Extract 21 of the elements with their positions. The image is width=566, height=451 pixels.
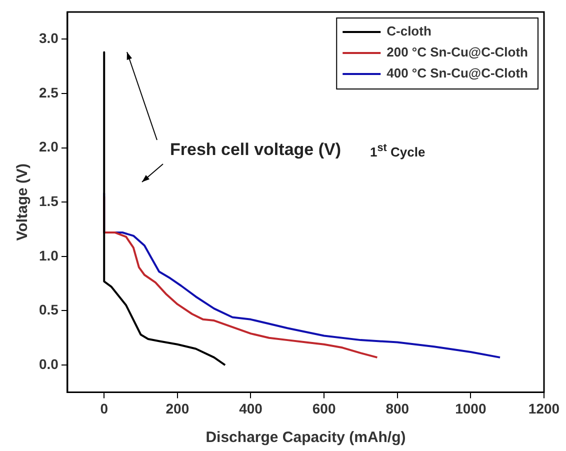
x-tick-label: 1000 [455,400,486,416]
y-tick-label: 3.0 [38,30,59,46]
annotation: Fresh cell voltage (V) [170,140,341,160]
legend-label: 400 °C Sn-Cu@C-Cloth [386,66,528,81]
y-tick-label: 0.5 [38,302,59,318]
y-tick-label: 0.0 [38,356,59,372]
annotation: 1$^{st}$ Cycle [370,142,426,160]
x-tick-label: 600 [312,400,336,416]
legend-label: 200 °C Sn-Cu@C-Cloth [386,44,528,60]
y-axis-title: Voltage (V) [14,163,32,241]
y-tick-label: 1.0 [38,247,59,264]
y-tick-label: 2.0 [38,138,59,155]
legend-label: C-cloth [386,24,432,39]
x-tick-label: 800 [386,400,410,416]
y-tick-label: 2.5 [38,84,59,100]
y-tick-label: 1.5 [38,192,59,209]
x-tick-label: 200 [166,400,190,416]
x-tick-label: 0 [100,400,108,416]
x-tick-label: 1200 [528,400,560,416]
x-tick-label: 400 [239,400,263,416]
x-axis-title: Discharge Capacity (mAh/g) [206,429,406,446]
